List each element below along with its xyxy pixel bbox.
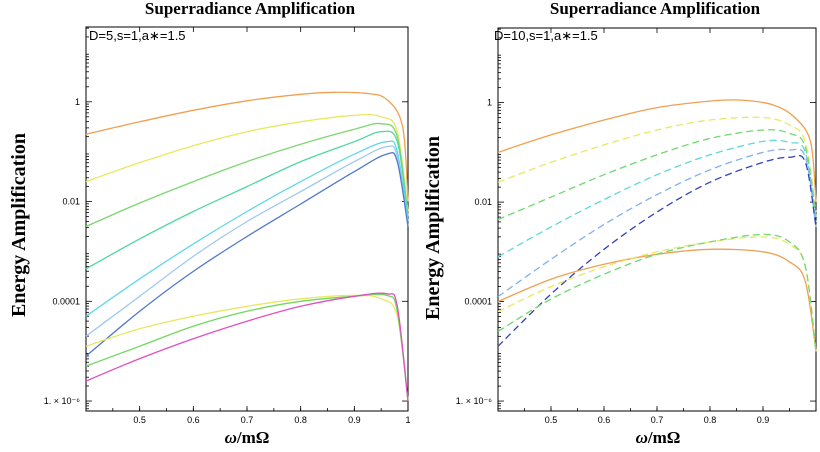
series-line-5	[85, 140, 409, 317]
series-line-1	[497, 99, 817, 203]
y-tick-label: 0.01	[62, 197, 80, 207]
x-tick-label: 0.5	[545, 415, 558, 425]
x-tick-label: 0.9	[757, 415, 770, 425]
plot-frame	[497, 27, 817, 412]
x-tick-label: 0.8	[704, 415, 717, 425]
x-tick-label: 0.5	[133, 415, 146, 425]
series-line-6	[497, 154, 817, 347]
y-tick-label: 1	[487, 98, 492, 108]
series-line-7	[497, 248, 817, 352]
x-axis-label-symbol: ω	[636, 428, 648, 447]
x-axis-label: ω/mΩ	[225, 428, 270, 447]
series-line-9	[497, 233, 817, 352]
parameter-label: D=10,s=1,a∗=1.5	[494, 28, 598, 43]
x-tick-label: 0.6	[187, 415, 200, 425]
x-axis-label-rest: /mΩ	[647, 428, 681, 447]
y-tick-label: 0.0001	[52, 296, 80, 306]
series-line-2	[85, 113, 409, 212]
x-tick-label: 1	[405, 415, 410, 425]
series-line-10	[85, 292, 409, 402]
y-tick-label: 1. × 10⁻⁶	[44, 396, 81, 406]
x-tick-label: 0.8	[294, 415, 307, 425]
series-line-2	[497, 116, 817, 213]
x-axis-label-rest: /mΩ	[236, 428, 270, 447]
chart-title: Superradiance Amplification	[550, 0, 761, 18]
x-tick-label: 0.7	[241, 415, 254, 425]
series-line-4	[497, 139, 817, 258]
x-tick-label: 0.9	[348, 415, 361, 425]
parameter-label: D=5,s=1,a∗=1.5	[89, 28, 186, 43]
chart-panel-right: Superradiance Amplification Energy Ampli…	[422, 0, 817, 447]
chart-title: Superradiance Amplification	[145, 0, 356, 18]
axis-ticks: 0.5 0.6 0.7 0.8 0.9 1 0.01 0.0001 1. × 10⁻⁶	[456, 28, 816, 425]
series-line-5	[497, 148, 817, 298]
series-line-4	[85, 130, 409, 270]
series-lines	[85, 91, 409, 402]
series-line-8	[85, 294, 409, 402]
plot-frame	[85, 26, 409, 412]
x-axis-label-symbol: ω	[225, 428, 237, 447]
series-lines	[497, 99, 817, 352]
y-tick-label: 0.01	[474, 197, 492, 207]
series-line-7	[85, 151, 409, 357]
y-tick-label: 0.0001	[464, 297, 492, 307]
y-axis-label: Energy Amplification	[8, 133, 30, 317]
y-axis-label: Energy Amplification	[422, 136, 444, 320]
x-axis-label: ω/mΩ	[636, 428, 681, 447]
series-line-6	[85, 145, 409, 337]
series-line-3	[497, 129, 817, 221]
series-line-1	[85, 91, 409, 202]
series-line-3	[85, 122, 409, 228]
y-tick-label: 1. × 10⁻⁶	[456, 396, 493, 406]
axis-ticks: 0.5 0.6 0.7 0.8 0.9 1 1 0.01 0.0001 1. × 10⁻⁶	[44, 27, 411, 425]
x-tick-label: 0.6	[598, 415, 611, 425]
y-tick-label: 1	[75, 97, 80, 107]
x-tick-label: 0.7	[651, 415, 664, 425]
series-line-9	[85, 293, 409, 402]
chart-panel-left: Superradiance Amplification Energy Ampli…	[8, 0, 411, 447]
